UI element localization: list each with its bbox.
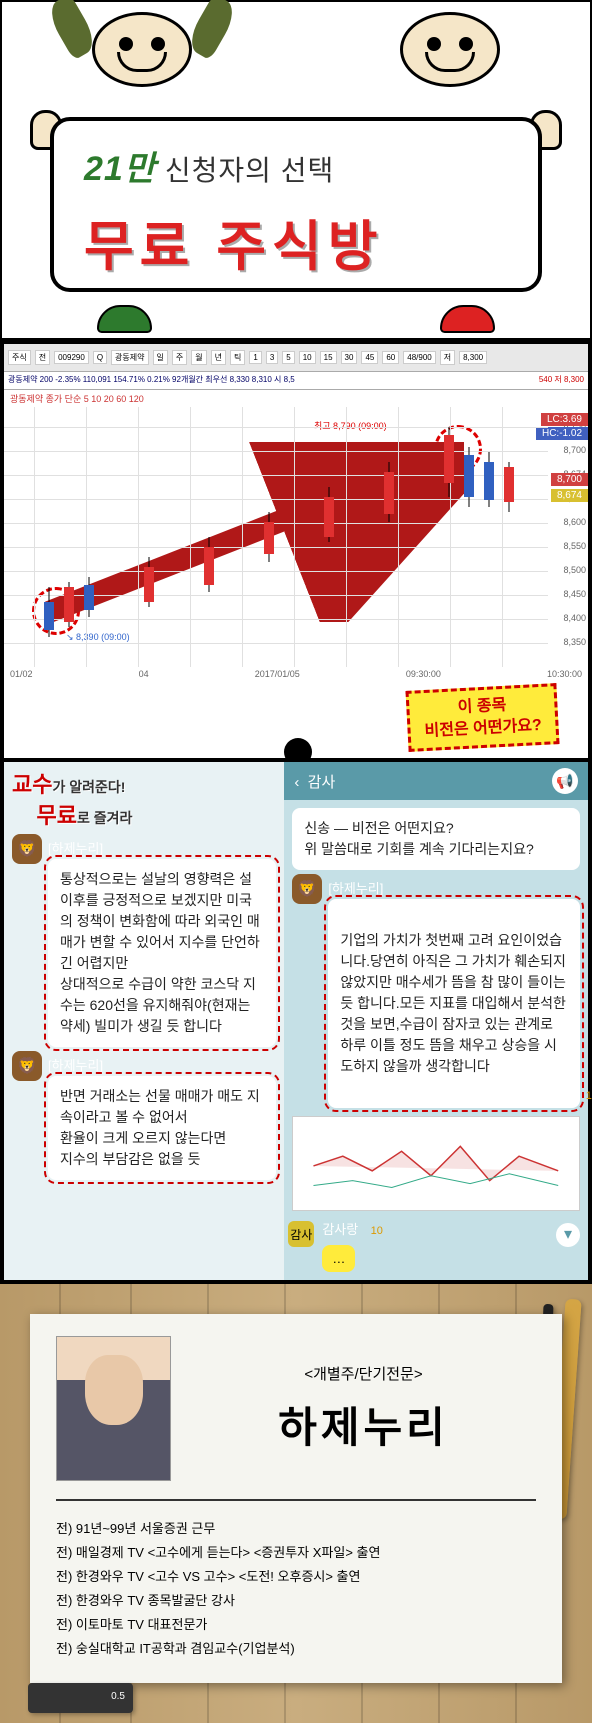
toolbar-item[interactable]: 전	[35, 350, 50, 365]
chat-username: [하제누리]	[48, 838, 276, 857]
credential-item: 한경와우 TV <고수 VS 고수> <도전! 오후증시> 출연	[56, 1565, 536, 1589]
bullhorn-icon[interactable]: 📢	[552, 768, 578, 794]
toolbar-item[interactable]: 저	[440, 350, 455, 365]
toolbar-item[interactable]: 3	[266, 351, 278, 364]
avatar-icon: 🦁	[12, 1051, 42, 1081]
avatar-icon: 🦁	[292, 874, 322, 904]
toolbar-item[interactable]: 광동제약	[111, 350, 148, 365]
price-badge: HC:-1.02	[536, 427, 588, 440]
credentials-list: 91년~99년 서울증권 근무매일경제 TV <고수에게 듣는다> <증권투자 …	[56, 1517, 536, 1661]
credential-item: 91년~99년 서울증권 근무	[56, 1517, 536, 1541]
left-column: 교수가 알려준다! 무료로 즐겨라 🦁 [하제누리] 통상적으로는 설날의 영향…	[4, 762, 284, 1280]
profile-section: <개별주/단기전문> 하제누리 91년~99년 서울증권 근무매일경제 TV <…	[0, 1284, 592, 1723]
toolbar-item[interactable]: 009290	[54, 351, 89, 364]
toolbar-item[interactable]: Q	[93, 351, 107, 364]
low-annotation: ↘ 8,390 (09:00)	[66, 632, 130, 643]
toolbar-item[interactable]: 15	[320, 351, 337, 364]
scroll-down-icon[interactable]: ▾	[556, 1223, 580, 1247]
header-banner: 21만 신청자의 선택 무료 주식방	[0, 0, 592, 340]
toolbar-item[interactable]: 주	[172, 350, 187, 365]
price-badge: LC:3.69	[541, 413, 588, 426]
toolbar-item[interactable]: 48/900	[403, 351, 435, 364]
highlight-circle-high	[434, 425, 482, 473]
toolbar-item[interactable]: 5	[282, 351, 294, 364]
toolbar-item[interactable]: 30	[341, 351, 358, 364]
credential-item: 한경와우 TV 종목발굴단 강사	[56, 1589, 536, 1613]
read-count: 10	[371, 1225, 383, 1237]
toolbar-item[interactable]: 60	[382, 351, 399, 364]
chart-info-row: 광동제약 200 -2.35% 110,091 154.71% 0.21% 92…	[4, 372, 588, 390]
chat-room-header[interactable]: ‹ 감사 📢	[284, 762, 588, 800]
cartoon-girl	[52, 12, 232, 122]
toolbar-item[interactable]: 월	[191, 350, 206, 365]
profile-name: 하제누리	[191, 1394, 536, 1455]
chat-message: 통상적으로는 설날의 영향력은 설 이후를 긍정적으로 보겠지만 미국의 정책이…	[48, 859, 276, 1047]
price-badge: 8,674	[551, 489, 588, 502]
toolbar-item[interactable]: 일	[153, 350, 168, 365]
chat-username: 감사랑	[322, 1222, 358, 1237]
credential-item: 매일경제 TV <고수에게 듣는다> <증권투자 X파일> 출연	[56, 1541, 536, 1565]
profile-photo	[56, 1336, 171, 1481]
back-icon[interactable]: ‹	[294, 774, 299, 791]
chat-section: 교수가 알려준다! 무료로 즐겨라 🦁 [하제누리] 통상적으로는 설날의 영향…	[0, 762, 592, 1284]
sign-subtitle: 21만 신청자의 선택	[84, 141, 508, 190]
credential-item: 숭실대학교 IT공학과 겸임교수(기업분석)	[56, 1637, 536, 1661]
toolbar-item[interactable]: 8,300	[459, 351, 487, 364]
high-annotation: 최고 8,790 (09:00)	[314, 419, 387, 432]
chart-callout: 이 종목비전은 어떤가요?	[405, 683, 559, 752]
y-axis-labels: 8,7508,7008,6748,6508,6008,5508,5008,450…	[550, 407, 586, 667]
shoe-icon	[440, 305, 495, 333]
shoe-icon	[97, 305, 152, 333]
question-bubble: 신송 — 비전은 어떤지요? 위 말씀대로 기회를 계속 기다리는지요?	[292, 808, 580, 870]
chat-username: [하제누리]	[48, 1055, 276, 1074]
mini-chart[interactable]: 6:25	[292, 1116, 580, 1211]
toolbar-item[interactable]: 45	[361, 351, 378, 364]
chart-toolbar[interactable]: 주식 전 009290 Q 광동제약 일주월년틱135 10 15 3045 60 48/900 저8…	[4, 344, 588, 372]
cartoon-boy	[360, 12, 540, 122]
avatar-icon: 🦁	[12, 834, 42, 864]
chat-username: [하제누리]	[328, 878, 580, 897]
avatar-icon: 감사	[288, 1221, 314, 1247]
toolbar-item[interactable]: 주식	[8, 350, 31, 365]
toolbar-item[interactable]: 틱	[230, 350, 245, 365]
toolbar-item[interactable]: 1	[249, 351, 261, 364]
profile-card: <개별주/단기전문> 하제누리 91년~99년 서울증권 근무매일경제 TV <…	[30, 1314, 562, 1683]
candlestick-chart[interactable]: 최고 8,790 (09:00) ↘ 8,390 (09:00) 8,7508,…	[4, 407, 588, 667]
typing-bubble: …	[322, 1245, 355, 1272]
toolbar-item[interactable]: 10	[299, 351, 316, 364]
x-axis-labels: 01/02042017/01/0509:30:0010:30:00	[4, 667, 588, 681]
sign-board: 21만 신청자의 선택 무료 주식방	[50, 117, 542, 292]
read-count: 10	[586, 1088, 592, 1105]
price-badge: 8,700	[551, 473, 588, 486]
chat-message: 반면 거래소는 선물 매매가 매도 지속이라고 볼 수 없어서 환율이 크게 오…	[48, 1076, 276, 1180]
right-column: ‹ 감사 📢 신송 — 비전은 어떤지요? 위 말씀대로 기회를 계속 기다리는…	[284, 762, 588, 1280]
toolbar-item[interactable]: 년	[211, 350, 226, 365]
eraser-icon	[28, 1683, 133, 1713]
promo-title: 교수가 알려준다! 무료로 즐겨라	[12, 770, 276, 832]
answer-bubble: 기업의 가치가 첫번째 고려 요인이었습니다.당연히 아직은 그 가치가 훼손되…	[328, 899, 580, 1108]
stock-chart-panel: 주식전009290Q광동제약일주월년틱135101530456048/900저8…	[0, 340, 592, 762]
divider	[56, 1499, 536, 1501]
chart-legend: 광동제약 종가 단순 5 10 20 60 120	[4, 390, 588, 407]
sign-title: 무료 주식방	[84, 202, 508, 281]
credential-item: 이토마토 TV 대표전문가	[56, 1613, 536, 1637]
profile-specialty: <개별주/단기전문>	[191, 1363, 536, 1384]
